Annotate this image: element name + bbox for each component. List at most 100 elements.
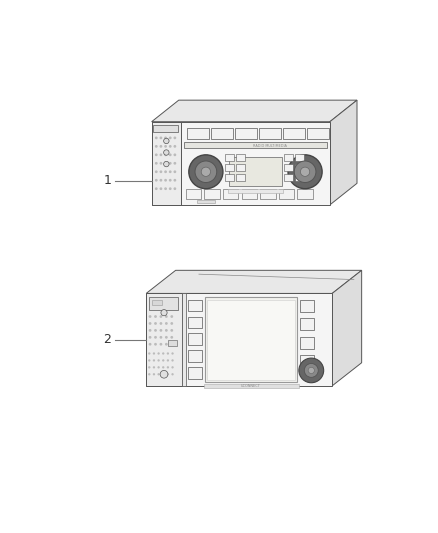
Circle shape — [171, 373, 174, 375]
FancyBboxPatch shape — [279, 189, 294, 199]
Text: UCONNECT: UCONNECT — [241, 384, 261, 388]
Circle shape — [173, 145, 176, 148]
Circle shape — [155, 154, 158, 156]
FancyBboxPatch shape — [208, 300, 295, 379]
Polygon shape — [152, 100, 357, 122]
Circle shape — [162, 373, 164, 375]
Circle shape — [167, 373, 169, 375]
Circle shape — [195, 161, 217, 182]
Circle shape — [299, 358, 324, 383]
Polygon shape — [146, 294, 332, 386]
Circle shape — [300, 167, 310, 176]
Circle shape — [155, 187, 158, 190]
Circle shape — [170, 329, 173, 332]
Circle shape — [159, 315, 162, 318]
FancyBboxPatch shape — [241, 189, 257, 199]
FancyBboxPatch shape — [188, 350, 202, 362]
Circle shape — [148, 329, 152, 332]
Circle shape — [155, 128, 158, 131]
FancyBboxPatch shape — [229, 157, 282, 187]
Circle shape — [159, 162, 162, 165]
Circle shape — [164, 162, 167, 165]
Circle shape — [167, 359, 169, 361]
Circle shape — [159, 329, 162, 332]
Circle shape — [169, 128, 172, 131]
Circle shape — [148, 366, 151, 368]
Circle shape — [153, 366, 155, 368]
Circle shape — [159, 343, 162, 345]
Polygon shape — [152, 122, 181, 205]
Circle shape — [155, 145, 158, 148]
Circle shape — [170, 336, 173, 338]
Circle shape — [148, 322, 152, 325]
FancyBboxPatch shape — [223, 189, 238, 199]
Circle shape — [159, 154, 162, 156]
Circle shape — [164, 145, 167, 148]
Circle shape — [173, 171, 176, 173]
FancyBboxPatch shape — [182, 294, 187, 386]
Circle shape — [148, 373, 151, 375]
FancyBboxPatch shape — [295, 154, 304, 161]
FancyBboxPatch shape — [152, 300, 162, 305]
FancyBboxPatch shape — [284, 154, 293, 161]
FancyBboxPatch shape — [300, 318, 314, 330]
Circle shape — [154, 315, 157, 318]
FancyBboxPatch shape — [228, 189, 283, 192]
FancyBboxPatch shape — [225, 164, 234, 171]
Circle shape — [153, 373, 155, 375]
FancyBboxPatch shape — [300, 336, 314, 349]
Circle shape — [148, 336, 152, 338]
FancyBboxPatch shape — [300, 300, 314, 312]
FancyBboxPatch shape — [168, 340, 177, 346]
Circle shape — [162, 366, 164, 368]
Text: 1: 1 — [103, 174, 111, 188]
FancyBboxPatch shape — [307, 128, 329, 139]
Circle shape — [164, 136, 167, 139]
FancyBboxPatch shape — [225, 154, 234, 161]
Circle shape — [165, 336, 168, 338]
FancyBboxPatch shape — [284, 164, 293, 171]
Circle shape — [154, 329, 157, 332]
FancyBboxPatch shape — [188, 317, 202, 328]
Circle shape — [169, 187, 172, 190]
Circle shape — [170, 343, 173, 345]
Circle shape — [159, 187, 162, 190]
Circle shape — [154, 336, 157, 338]
Circle shape — [155, 162, 158, 165]
FancyBboxPatch shape — [184, 142, 327, 148]
Circle shape — [160, 370, 168, 378]
FancyBboxPatch shape — [284, 174, 293, 181]
Circle shape — [159, 322, 162, 325]
Circle shape — [155, 179, 158, 182]
Circle shape — [157, 373, 160, 375]
Circle shape — [288, 155, 322, 189]
Circle shape — [170, 322, 173, 325]
Circle shape — [164, 138, 169, 144]
Circle shape — [148, 343, 152, 345]
Circle shape — [201, 167, 211, 176]
FancyBboxPatch shape — [283, 128, 305, 139]
Circle shape — [171, 359, 174, 361]
Circle shape — [157, 352, 160, 354]
Circle shape — [155, 171, 158, 173]
Circle shape — [173, 179, 176, 182]
Circle shape — [294, 161, 316, 182]
Polygon shape — [330, 100, 357, 205]
Circle shape — [173, 162, 176, 165]
Circle shape — [159, 136, 162, 139]
FancyBboxPatch shape — [211, 128, 233, 139]
FancyBboxPatch shape — [148, 297, 178, 310]
Circle shape — [173, 136, 176, 139]
Circle shape — [159, 336, 162, 338]
Circle shape — [154, 343, 157, 345]
Polygon shape — [152, 122, 330, 205]
FancyBboxPatch shape — [204, 384, 299, 388]
FancyBboxPatch shape — [188, 334, 202, 345]
Circle shape — [167, 366, 169, 368]
FancyBboxPatch shape — [153, 125, 178, 133]
FancyBboxPatch shape — [300, 355, 314, 367]
Polygon shape — [146, 294, 182, 386]
Text: RADIO MULTIMEDIA: RADIO MULTIMEDIA — [253, 143, 287, 148]
FancyBboxPatch shape — [188, 300, 202, 311]
Polygon shape — [146, 270, 362, 294]
